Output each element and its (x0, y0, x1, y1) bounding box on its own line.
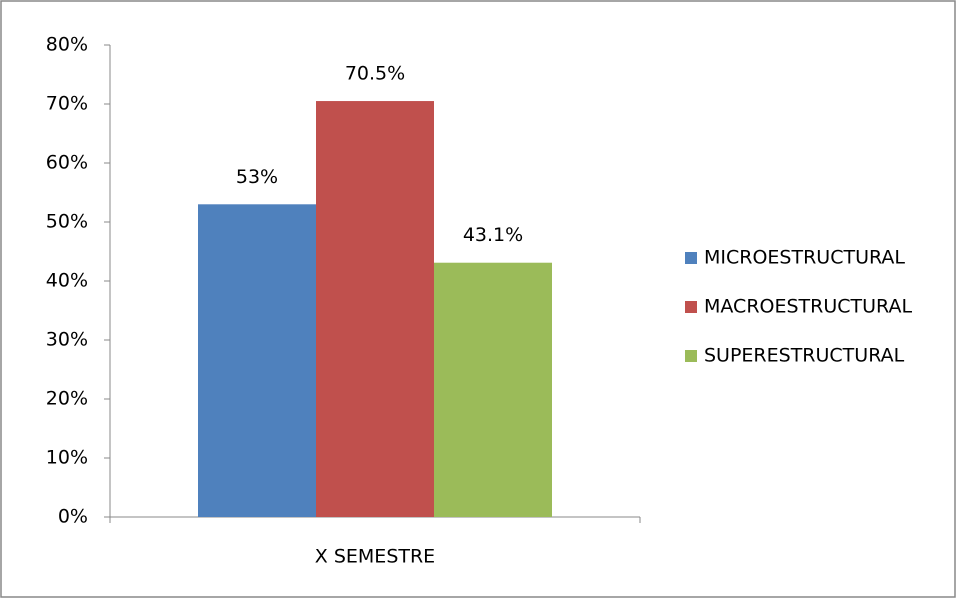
legend-label: MACROESTRUCTURAL (704, 296, 912, 318)
value-label: 43.1% (463, 224, 523, 246)
legend-label: SUPERESTRUCTURAL (704, 345, 905, 367)
value-label: 53% (236, 166, 278, 188)
legend-label: MICROESTRUCTURAL (704, 247, 905, 269)
x-tick-label: X SEMESTRE (315, 546, 435, 568)
legend-swatch (685, 252, 697, 264)
legend-swatch (685, 301, 697, 313)
y-tick-label: 60% (46, 152, 88, 174)
y-tick-label: 50% (46, 211, 88, 233)
bar (434, 262, 552, 517)
y-tick-label: 30% (46, 329, 88, 351)
value-label: 70.5% (345, 63, 405, 85)
legend-swatch (685, 350, 697, 362)
y-tick-label: 70% (46, 93, 88, 115)
y-tick-label: 40% (46, 270, 88, 292)
y-tick-label: 80% (46, 34, 88, 56)
y-tick-label: 20% (46, 388, 88, 410)
y-tick-label: 0% (58, 506, 88, 528)
y-tick-label: 10% (46, 447, 88, 469)
bar (316, 101, 434, 518)
bar (198, 204, 316, 518)
